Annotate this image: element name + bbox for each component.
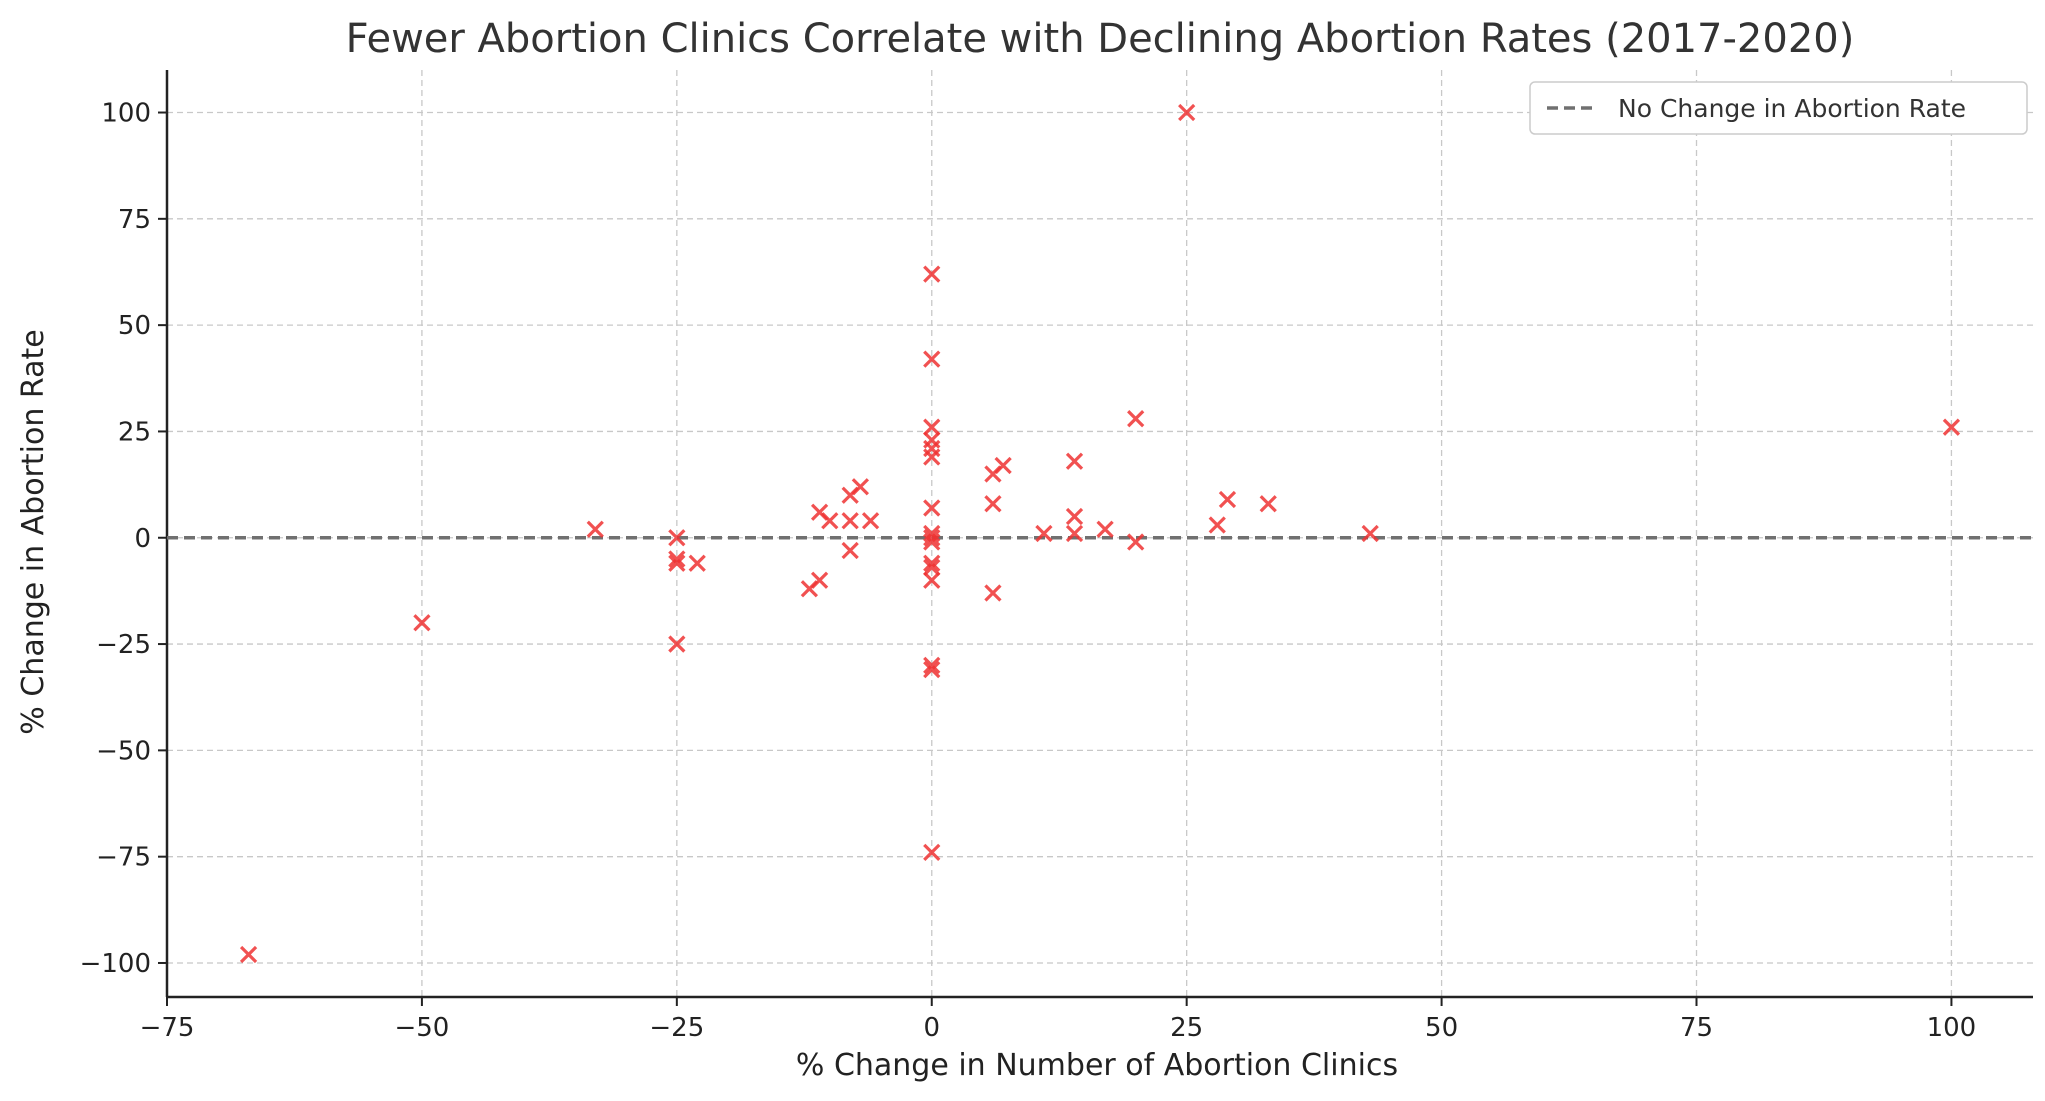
y-tick-label-1: −75: [96, 843, 151, 873]
x-tick-label-1: −50: [394, 1013, 449, 1043]
data-point-23: [923, 499, 941, 517]
data-point-1: [413, 614, 431, 632]
data-point-47: [1259, 495, 1277, 513]
y-tick-label-5: 25: [118, 417, 151, 447]
y-tick-label-4: 0: [134, 524, 151, 554]
data-point-36: [984, 584, 1002, 602]
data-point-16: [861, 512, 880, 530]
data-point-42: [1127, 410, 1145, 428]
data-point-34: [994, 456, 1012, 475]
data-point-4: [668, 550, 686, 568]
data-point-17: [923, 265, 941, 283]
data-point-43: [1127, 533, 1145, 551]
data-point-32: [923, 843, 941, 862]
data-point-5: [668, 554, 686, 572]
data-point-40: [1065, 524, 1084, 543]
data-point-3: [668, 529, 686, 547]
data-point-2: [586, 520, 604, 538]
data-point-31: [923, 660, 941, 679]
x-tick-label-5: 50: [1425, 1013, 1458, 1043]
legend: No Change in Abortion Rate: [1529, 81, 2028, 135]
data-point-28: [923, 558, 941, 577]
x-tick-label-2: −25: [649, 1013, 704, 1043]
data-points: [239, 103, 1961, 964]
data-point-22: [923, 448, 941, 466]
data-point-9: [810, 571, 829, 589]
y-axis-title: % Change in Abortion Rate: [16, 329, 51, 734]
data-point-0: [239, 945, 258, 964]
data-point-44: [1178, 103, 1196, 122]
data-point-13: [851, 478, 870, 496]
data-point-7: [688, 554, 706, 572]
x-tick-label-7: 100: [1927, 1013, 1977, 1043]
x-tick-label-4: 25: [1170, 1013, 1203, 1043]
x-axis-title: % Change in Number of Abortion Clinics: [796, 1048, 1398, 1083]
data-point-49: [1942, 418, 1961, 436]
data-point-6: [668, 635, 686, 653]
data-point-15: [841, 541, 859, 560]
data-point-39: [1065, 507, 1084, 526]
x-tick-label-0: −75: [140, 1013, 195, 1043]
data-point-35: [984, 495, 1002, 513]
x-tick-label-6: 75: [1680, 1013, 1713, 1043]
y-tick-label-3: −25: [96, 630, 151, 660]
legend-box: [1529, 81, 2028, 135]
y-tick-label-8: 100: [101, 99, 151, 129]
data-point-14: [841, 512, 859, 530]
data-point-26: [923, 533, 941, 551]
data-point-46: [1218, 490, 1237, 509]
data-point-48: [1361, 524, 1379, 543]
data-point-30: [923, 656, 941, 674]
y-tick-label-6: 50: [118, 311, 151, 341]
data-point-19: [923, 418, 941, 436]
y-tick-label-7: 75: [118, 205, 151, 235]
legend-label: No Change in Abortion Rate: [1618, 94, 1966, 123]
x-tick-label-3: 0: [923, 1013, 940, 1043]
x-tick-labels: −75 −50 −25 0 25 50 75 100: [140, 1013, 1977, 1043]
data-point-18: [923, 350, 941, 368]
chart-title: Fewer Abortion Clinics Correlate with De…: [346, 16, 1855, 62]
data-point-38: [1065, 452, 1084, 470]
data-point-41: [1096, 520, 1114, 538]
y-tick-label-2: −50: [96, 736, 151, 766]
axes: [158, 70, 2033, 1006]
data-point-37: [1035, 524, 1053, 543]
data-point-25: [923, 529, 941, 547]
y-tick-label-0: −100: [80, 949, 151, 979]
data-point-27: [923, 554, 941, 572]
data-point-11: [821, 512, 839, 530]
data-point-29: [923, 571, 941, 589]
y-tick-labels: −100 −75 −50 −25 0 25 50 75 100: [80, 99, 151, 979]
data-point-45: [1208, 516, 1226, 534]
